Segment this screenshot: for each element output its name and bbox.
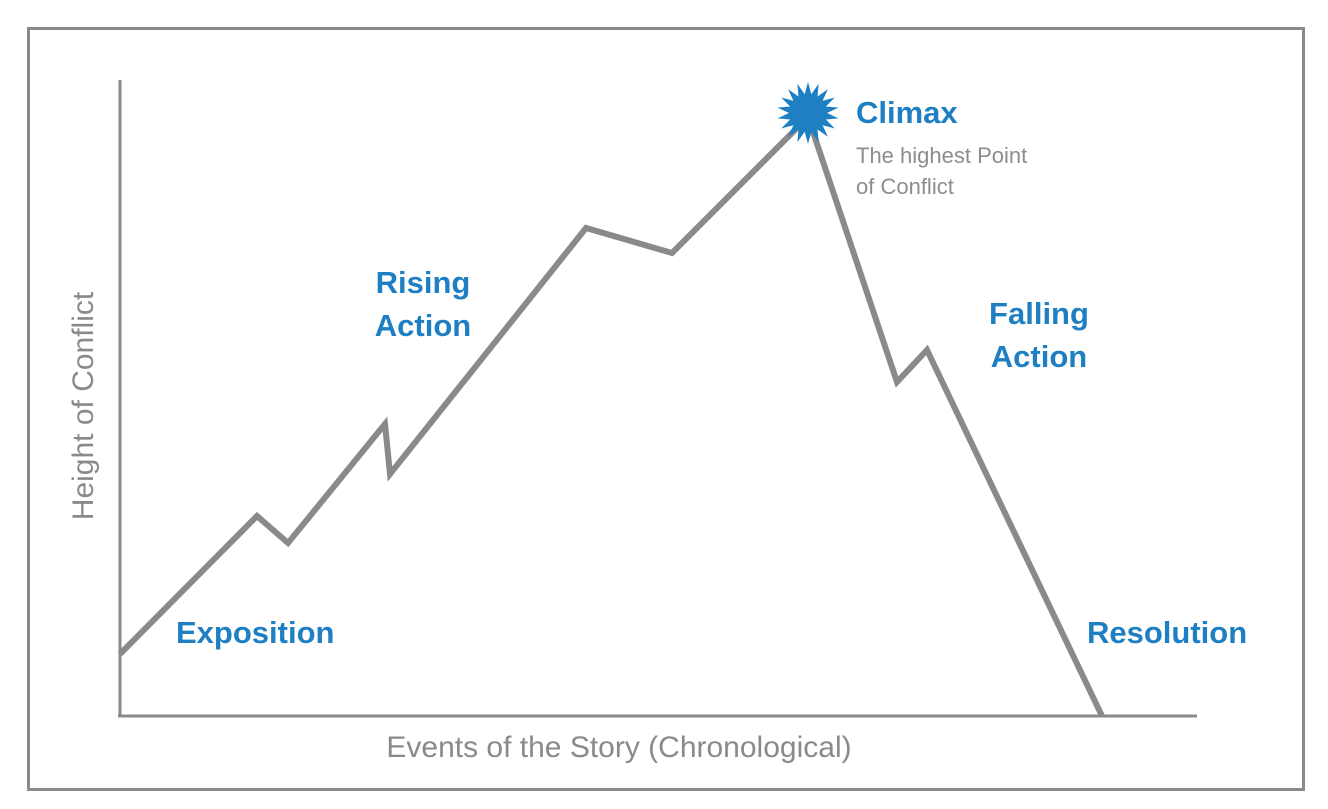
- climax-burst-icon: [777, 82, 839, 144]
- exposition-label: Exposition: [176, 615, 334, 650]
- falling-action-label-line1: Falling: [989, 296, 1089, 331]
- falling-action-label-line2: Action: [991, 339, 1087, 374]
- y-axis-label: Height of Conflict: [67, 291, 100, 520]
- climax-note-line1: The highest Point: [856, 143, 1027, 168]
- x-axis-label: Events of the Story (Chronological): [386, 731, 851, 764]
- rising-action-label-line2: Action: [375, 308, 471, 343]
- resolution-label: Resolution: [1087, 615, 1247, 650]
- climax-label: Climax: [856, 95, 958, 130]
- diagram-frame: [27, 27, 1305, 791]
- climax-note-line2: of Conflict: [856, 174, 954, 199]
- story-arc-line: [117, 111, 1105, 718]
- rising-action-label-line1: Rising: [376, 265, 471, 300]
